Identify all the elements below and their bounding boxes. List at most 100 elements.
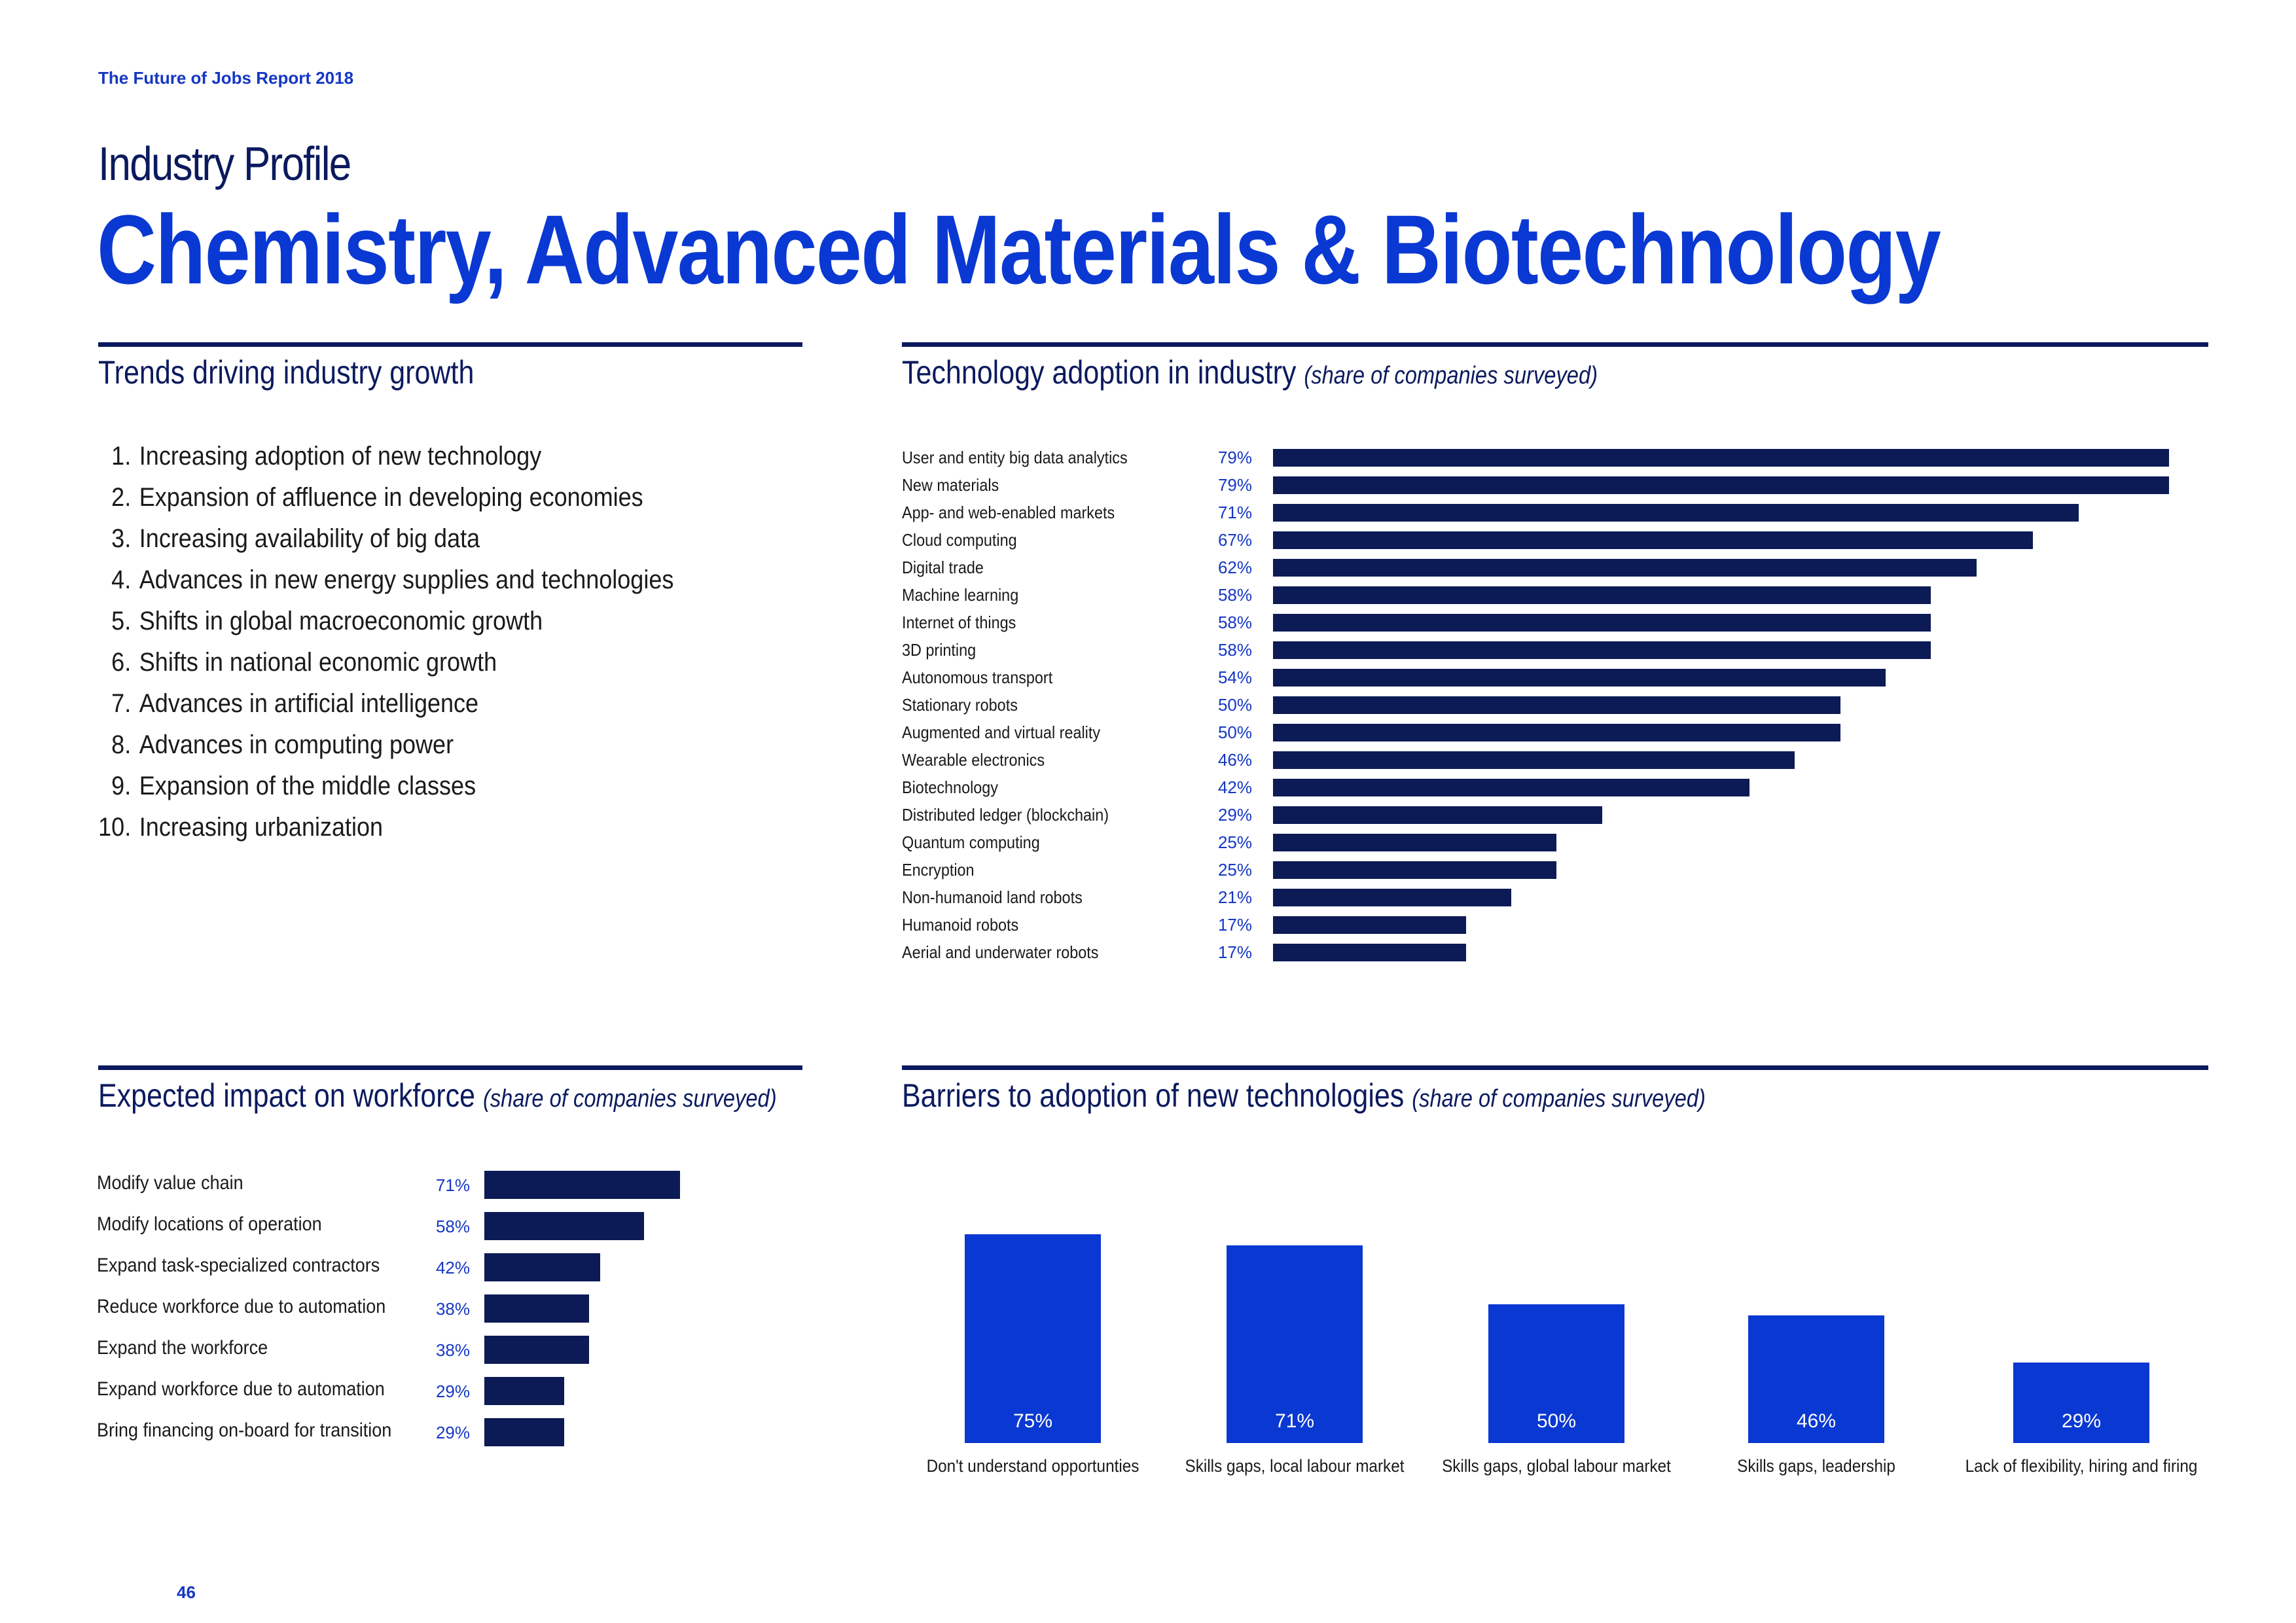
tech-value-label: 50% (1217, 722, 1252, 742)
list-item: 9. Expansion of the middle classes (97, 772, 673, 813)
tech-category-label: Machine learning (902, 585, 1019, 605)
tech-value-label: 17% (1217, 915, 1252, 935)
tech-bar (1273, 751, 1795, 769)
list-item-label: Advances in computing power (139, 730, 454, 759)
barriers-rule (902, 1065, 2208, 1070)
workforce-bar (484, 1377, 565, 1405)
tech-bar (1273, 861, 1557, 879)
list-item: 6. Shifts in national economic growth (97, 648, 673, 689)
barrier-category-label: Don't understand opportunties (926, 1456, 1139, 1476)
tech-bar (1273, 586, 1931, 604)
tech-value-label: 58% (1217, 585, 1252, 605)
technology-title-text: Technology adoption in industry (902, 354, 1297, 391)
workforce-bar (484, 1253, 601, 1281)
barrier-value-label: 50% (1536, 1410, 1577, 1432)
tech-category-label: Stationary robots (902, 695, 1018, 715)
list-item-label: Advances in artificial intelligence (139, 689, 479, 718)
list-item: 4. Advances in new energy supplies and te… (97, 565, 673, 607)
list-item-number: 10. (98, 813, 132, 842)
tech-category-label: Cloud computing (902, 530, 1017, 550)
tech-category-label: Internet of things (902, 613, 1016, 632)
tech-value-label: 54% (1217, 668, 1252, 687)
tech-value-label: 50% (1217, 695, 1252, 715)
tech-category-label: New materials (902, 475, 999, 495)
workforce-bar (484, 1336, 590, 1364)
list-item-label: Expansion of affluence in developing eco… (139, 483, 643, 512)
list-item: 3. Increasing availability of big data (97, 524, 673, 565)
tech-bar (1273, 476, 2170, 494)
workforce-category-label: Expand workforce due to automation (97, 1378, 385, 1400)
barrier-category-label: Skills gaps, leadership (1737, 1456, 1895, 1476)
list-item-number: 4. (111, 565, 132, 594)
list-item: 5. Shifts in global macroeconomic growth (97, 607, 673, 648)
tech-bar (1273, 531, 2034, 549)
workforce-category-label: Expand the workforce (97, 1337, 268, 1359)
tech-bar (1273, 779, 1749, 796)
list-item-label: Shifts in global macroeconomic growth (139, 607, 543, 635)
workforce-bar (484, 1171, 681, 1199)
workforce-bar (484, 1294, 590, 1323)
tech-bar (1273, 944, 1466, 961)
list-item-number: 6. (111, 648, 132, 677)
workforce-value-label: 29% (435, 1423, 470, 1442)
workforce-bar (484, 1212, 645, 1240)
tech-bar (1273, 559, 1977, 577)
list-item-number: 1. (111, 442, 132, 471)
barrier-value-label: 29% (2061, 1410, 2102, 1432)
barrier-bar (1748, 1315, 1884, 1443)
barriers-subtitle: (share of companies surveyed) (1412, 1085, 1706, 1113)
tech-category-label: 3D printing (902, 640, 977, 660)
workforce-value-label: 71% (435, 1175, 470, 1195)
workforce-title-text: Expected impact on workforce (98, 1077, 475, 1114)
page-number: 46 (177, 1582, 196, 1602)
tech-value-label: 21% (1217, 887, 1252, 907)
tech-category-label: Augmented and virtual reality (902, 722, 1101, 742)
tech-value-label: 62% (1217, 558, 1252, 577)
tech-value-label: 79% (1217, 475, 1252, 495)
tech-value-label: 58% (1217, 613, 1252, 632)
tech-category-label: Wearable electronics (902, 750, 1045, 770)
barrier-bar (1227, 1245, 1363, 1443)
workforce-category-label: Modify locations of operation (97, 1213, 322, 1235)
list-item: 10. Increasing urbanization (97, 813, 673, 854)
report-title: The Future of Jobs Report 2018 (98, 68, 354, 88)
tech-category-label: Autonomous transport (902, 668, 1053, 687)
tech-value-label: 46% (1217, 750, 1252, 770)
barriers-title: Barriers to adoption of new technologies… (902, 1077, 1706, 1115)
list-item-label: Shifts in national economic growth (139, 648, 497, 677)
list-item-label: Increasing availability of big data (139, 524, 480, 553)
barrier-bar (1488, 1304, 1624, 1443)
list-item-number: 7. (111, 689, 132, 718)
list-item-label: Advances in new energy supplies and tech… (139, 565, 674, 594)
tech-category-label: App- and web-enabled markets (902, 503, 1115, 522)
workforce-rule (98, 1065, 802, 1070)
tech-category-label: Encryption (902, 860, 975, 880)
workforce-bar (484, 1418, 565, 1446)
list-item-label: Increasing adoption of new technology (139, 442, 542, 471)
workforce-subtitle: (share of companies surveyed) (482, 1085, 777, 1113)
tech-category-label: Biotechnology (902, 777, 999, 797)
tech-bar (1273, 504, 2079, 522)
technology-title: Technology adoption in industry (share o… (902, 353, 1598, 391)
tech-bar (1273, 834, 1557, 851)
workforce-value-label: 58% (435, 1217, 470, 1236)
barrier-bar (2013, 1362, 2149, 1443)
tech-value-label: 25% (1217, 832, 1252, 852)
barrier-bar (965, 1234, 1101, 1443)
tech-category-label: Quantum computing (902, 832, 1040, 852)
workforce-category-label: Bring financing on-board for transition (97, 1419, 392, 1441)
workforce-value-label: 38% (435, 1340, 470, 1360)
technology-rule (902, 342, 2208, 347)
list-item-label: Increasing urbanization (139, 813, 384, 842)
tech-bar (1273, 889, 1511, 906)
barrier-value-label: 46% (1796, 1410, 1837, 1432)
tech-category-label: User and entity big data analytics (902, 448, 1128, 467)
workforce-value-label: 29% (435, 1382, 470, 1401)
tech-category-label: Aerial and underwater robots (902, 942, 1099, 962)
list-item: 7. Advances in artificial intelligence (97, 689, 673, 730)
list-item-number: 5. (111, 607, 132, 635)
barrier-category-label: Lack of flexibility, hiring and firing (1965, 1456, 2198, 1476)
tech-value-label: 17% (1217, 942, 1252, 962)
page-title: Chemistry, Advanced Materials & Biotechn… (97, 194, 1941, 304)
workforce-value-label: 38% (435, 1299, 470, 1319)
